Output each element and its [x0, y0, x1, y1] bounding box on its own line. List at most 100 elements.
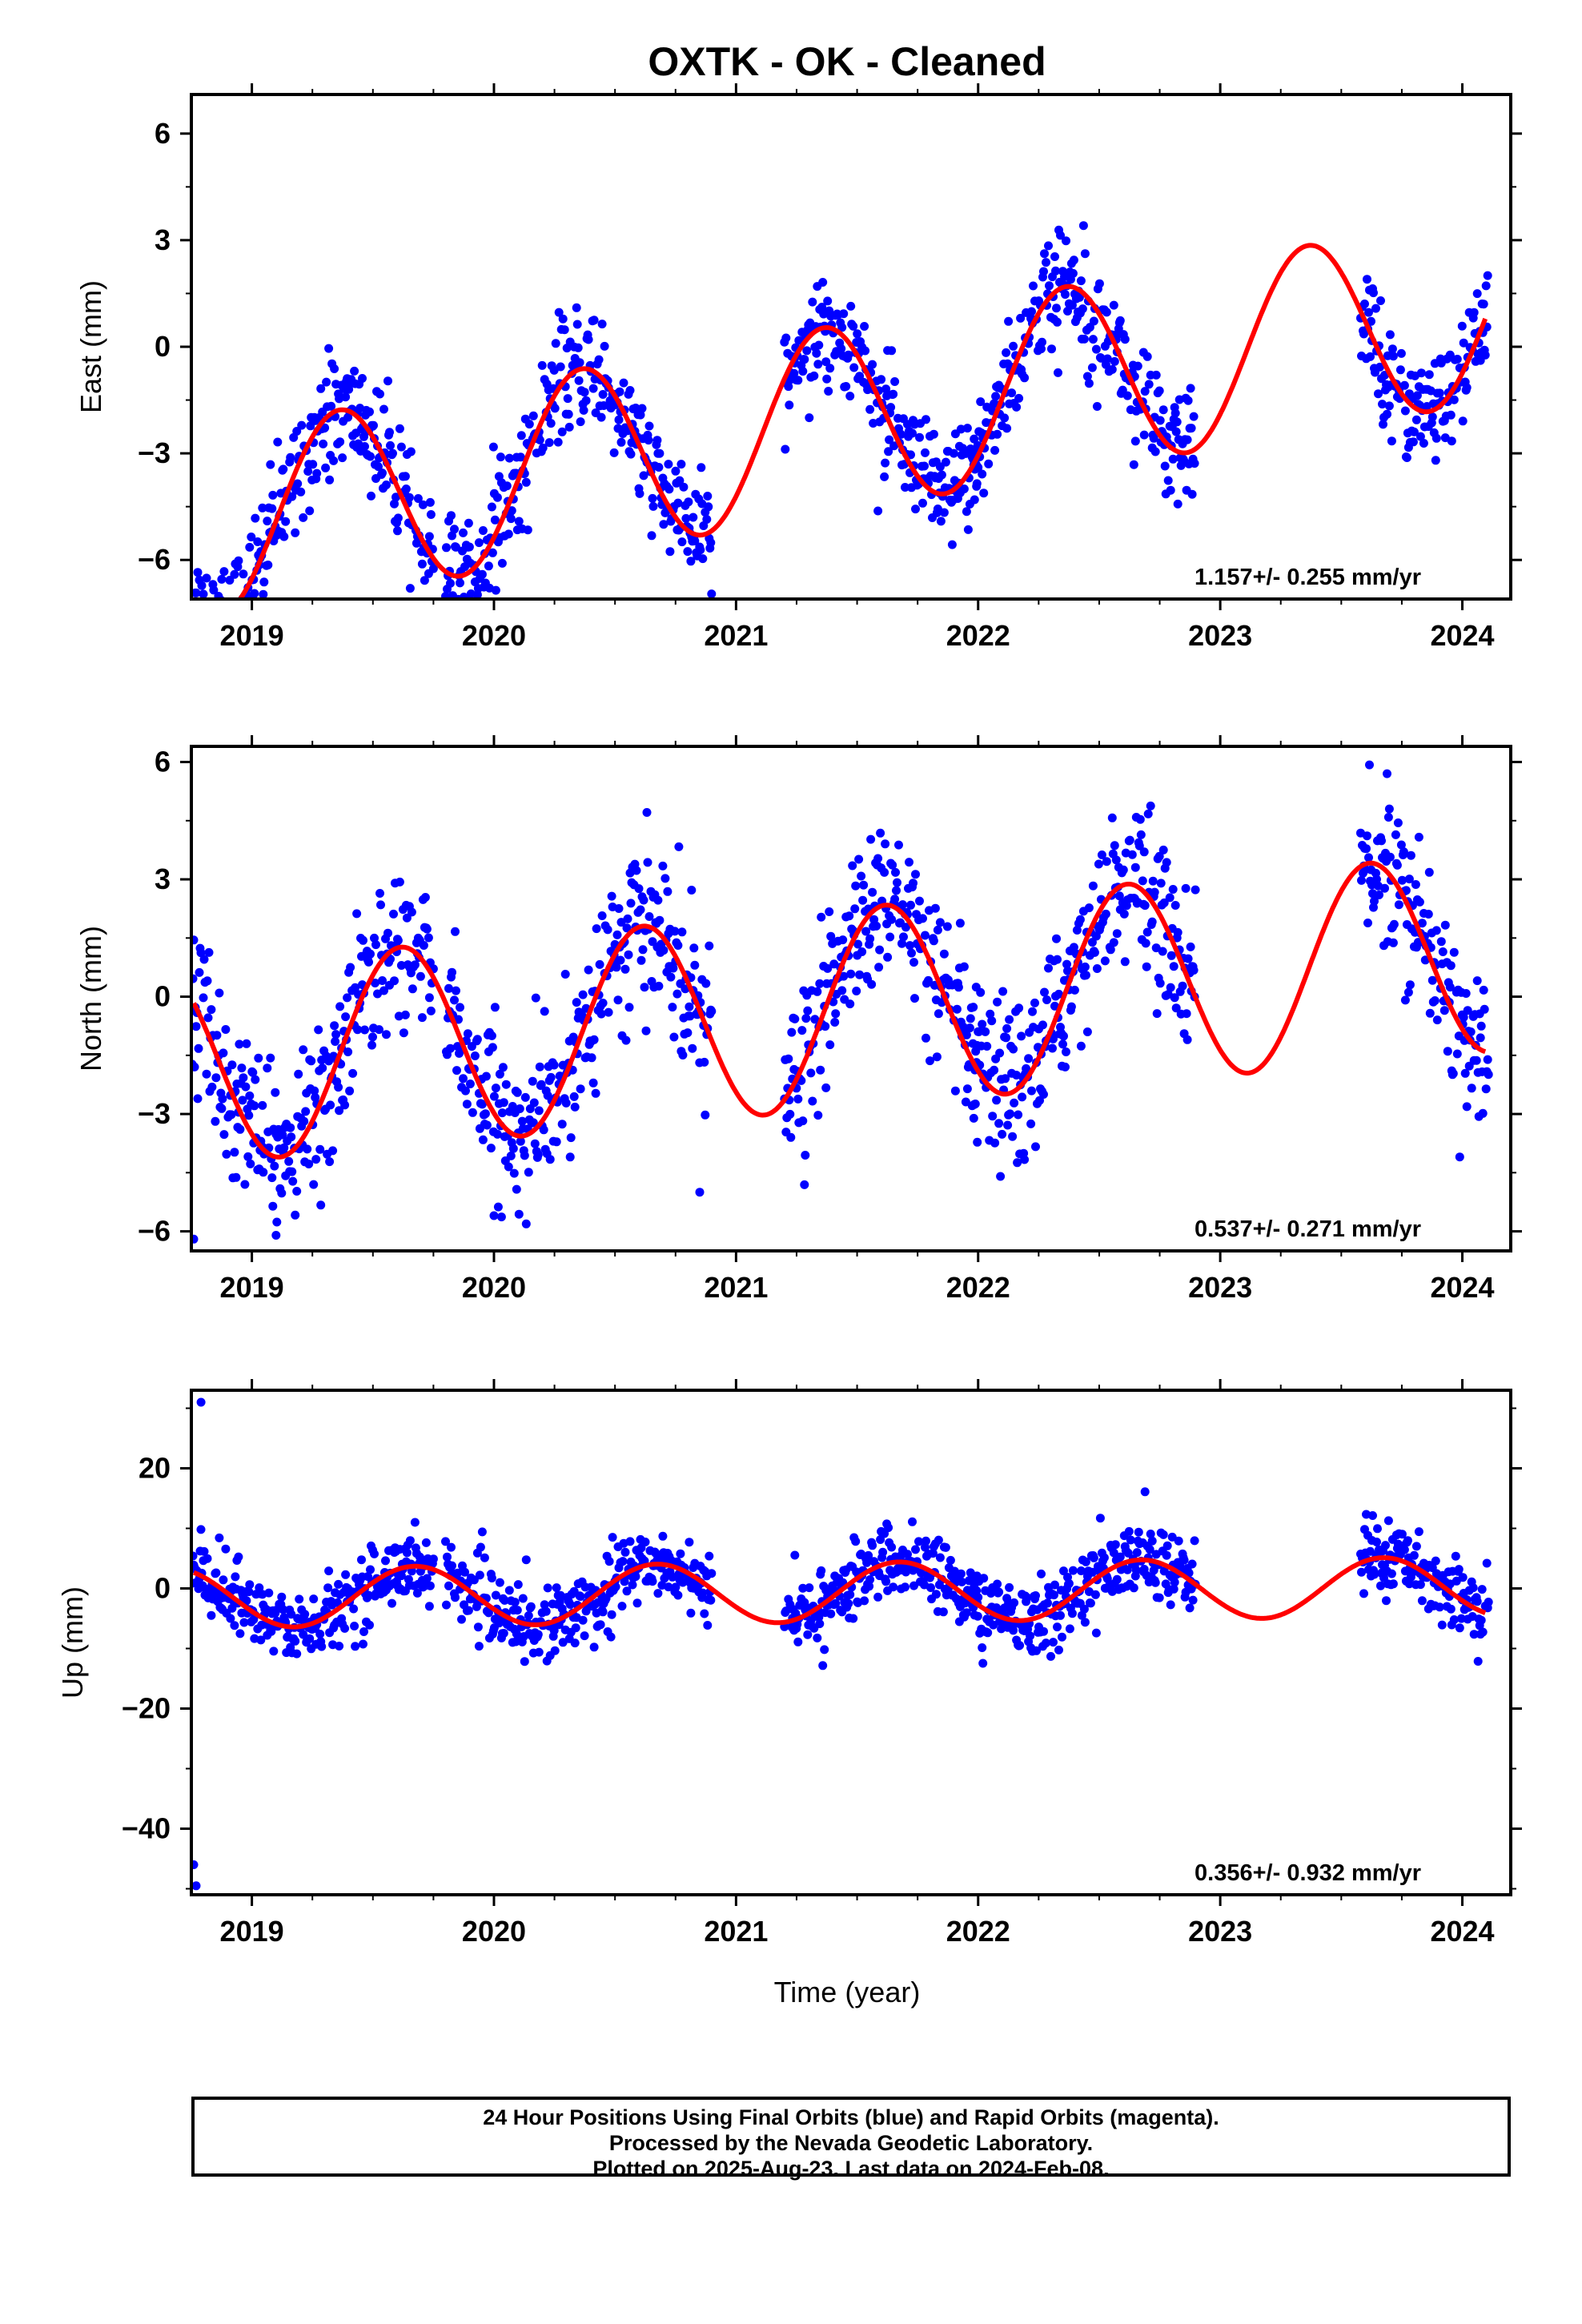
x-tick-label: 2024 — [1430, 619, 1494, 652]
data-point — [382, 1030, 391, 1039]
data-point — [341, 1570, 351, 1579]
data-point — [227, 1060, 237, 1070]
data-point — [215, 610, 223, 619]
data-point — [813, 360, 823, 369]
data-point — [263, 1063, 272, 1073]
data-point — [1080, 962, 1090, 971]
data-point — [560, 970, 570, 979]
data-point — [461, 1086, 470, 1096]
data-point — [367, 491, 375, 501]
data-point — [1142, 927, 1152, 937]
y-tick-label: −20 — [122, 1692, 171, 1725]
data-point — [1051, 266, 1060, 275]
data-point — [543, 1583, 552, 1593]
data-point — [1094, 859, 1103, 869]
data-point — [448, 1561, 456, 1570]
data-point — [1084, 379, 1094, 388]
data-point — [1074, 292, 1084, 302]
data-point — [1469, 1630, 1479, 1639]
data-point — [1362, 844, 1371, 854]
data-point — [1166, 983, 1175, 992]
data-point — [704, 502, 713, 512]
data-point — [1119, 909, 1129, 919]
data-point — [1082, 372, 1092, 381]
data-point — [1067, 1609, 1077, 1618]
data-point — [1435, 388, 1444, 398]
data-point — [288, 1176, 298, 1186]
data-point — [371, 979, 379, 987]
data-point — [472, 1035, 482, 1044]
data-point — [1372, 875, 1381, 884]
data-point — [1482, 1558, 1492, 1568]
data-point — [1183, 954, 1193, 963]
data-point — [701, 601, 710, 610]
data-point — [1409, 1550, 1419, 1560]
panel-frame-2 — [190, 745, 1512, 1252]
data-point — [206, 630, 215, 639]
data-point — [972, 1586, 982, 1595]
data-point — [188, 608, 197, 617]
data-point — [452, 542, 460, 552]
data-point — [227, 1603, 237, 1613]
data-point — [504, 453, 514, 463]
data-point — [219, 1130, 229, 1140]
data-point — [837, 323, 847, 332]
data-point — [1002, 348, 1011, 357]
data-point — [1049, 1638, 1058, 1647]
data-point — [845, 392, 855, 401]
data-point — [1403, 1536, 1412, 1546]
data-point — [859, 880, 869, 890]
data-point — [1162, 1541, 1172, 1550]
data-point — [230, 569, 239, 579]
data-point — [1479, 985, 1488, 995]
data-point — [243, 1152, 253, 1161]
data-point — [279, 1605, 288, 1614]
data-point — [883, 952, 893, 962]
y-tick-label: 3 — [155, 862, 171, 895]
data-point — [958, 1023, 968, 1031]
data-point — [1112, 929, 1122, 939]
data-point — [1374, 389, 1383, 399]
data-point — [1069, 943, 1078, 952]
data-point — [351, 983, 360, 992]
data-point — [357, 1555, 366, 1565]
data-point — [248, 1068, 258, 1077]
data-point — [781, 1606, 791, 1616]
data-point — [253, 537, 263, 546]
data-point — [234, 556, 243, 565]
data-point — [1484, 1598, 1493, 1606]
data-point — [608, 1533, 617, 1542]
data-point — [970, 434, 979, 444]
data-point — [865, 404, 875, 414]
data-point — [1170, 1578, 1179, 1587]
data-point — [464, 518, 473, 528]
data-point — [557, 1120, 567, 1129]
data-point — [921, 931, 930, 940]
data-point — [962, 424, 972, 433]
data-point — [1037, 1569, 1046, 1578]
data-point — [1150, 887, 1159, 897]
data-point — [1102, 354, 1112, 364]
data-point — [421, 1538, 431, 1547]
data-point — [520, 1151, 529, 1160]
x-axis-label: Time (year) — [774, 1976, 921, 2008]
data-point — [845, 911, 854, 921]
data-point — [550, 404, 560, 413]
data-point — [695, 1188, 705, 1197]
data-point — [540, 1007, 549, 1016]
data-point — [918, 914, 927, 923]
data-point — [845, 1590, 855, 1599]
data-point — [814, 340, 824, 350]
data-point — [1399, 380, 1409, 390]
data-point — [520, 1657, 529, 1667]
data-point — [1132, 1548, 1142, 1558]
data-point — [1135, 814, 1145, 824]
data-point — [1147, 917, 1157, 927]
data-point — [202, 1069, 211, 1079]
data-point — [464, 542, 474, 552]
data-point — [841, 382, 851, 391]
data-point — [478, 526, 488, 535]
data-point — [1145, 1545, 1154, 1554]
data-point — [352, 909, 362, 919]
data-point — [477, 569, 487, 579]
